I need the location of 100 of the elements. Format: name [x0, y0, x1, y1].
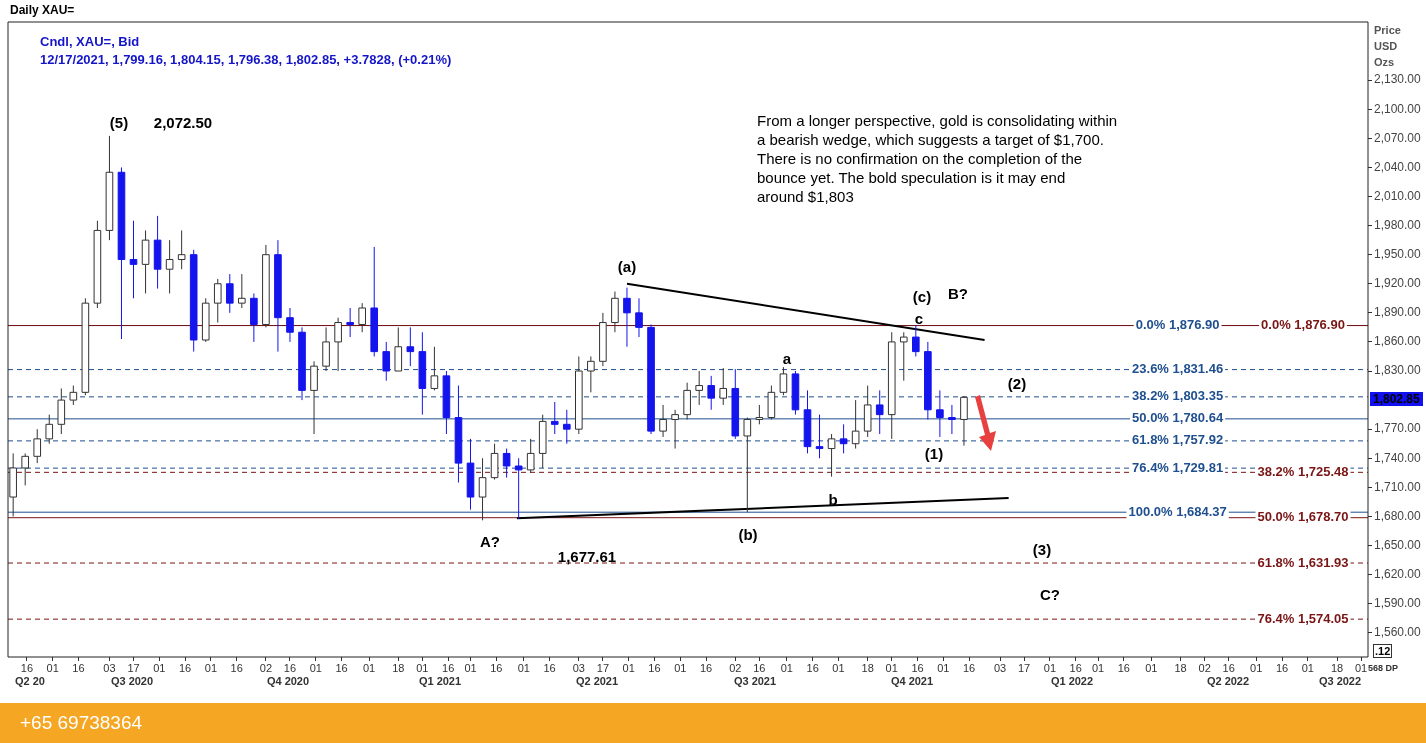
ref-line-label: 61.8% 1,631.93 [1257, 554, 1349, 570]
annotation: 1,677.61 [557, 547, 617, 565]
ref-line-label: 38.2% 1,725.48 [1257, 463, 1349, 479]
text: Q4 2020 [266, 675, 310, 687]
y-axis-title: Price USD Ozs [1374, 23, 1401, 70]
x-tick-label: 01 [309, 661, 322, 674]
x-tick-label: 01 [153, 661, 166, 674]
x-tick-label: 02 [729, 661, 742, 674]
ref-line-label: 76.4% 1,574.05 [1257, 610, 1349, 626]
annotation: (2) [1007, 374, 1027, 392]
ref-line-label: 0.0% 1,876.90 [1261, 317, 1345, 333]
annotation: c [914, 309, 924, 327]
x-tick-label: 16 [490, 661, 503, 674]
x-tick-label: 01 [832, 661, 845, 674]
x-tick-label: 16 [20, 661, 34, 674]
ref-line-label: 38.2% 1,803.35 [1132, 388, 1224, 404]
x-tick-label: 01 [464, 661, 477, 674]
text: Q3 2021 [733, 675, 777, 687]
x-tick-label: 17 [127, 661, 140, 674]
x-tick-label: 01 [204, 661, 218, 674]
x-tick-label: 03 [103, 661, 116, 674]
y-tick-label: 1,860.00 [1374, 334, 1422, 349]
y-tick-label: 1,740.00 [1374, 450, 1422, 465]
text: Q2 20 [15, 675, 45, 687]
text: Q2 2022 [1206, 675, 1250, 687]
text: 568 DP [1368, 663, 1399, 673]
x-tick-label: 18 [392, 661, 405, 674]
x-tick-label: 16 [1222, 661, 1235, 674]
annotation: (5) [109, 113, 129, 131]
text: Q3 2022 [1318, 675, 1362, 687]
x-tick-label: 16 [283, 661, 297, 674]
text: Q1 2022 [1050, 675, 1094, 687]
y-tick-label: 2,100.00 [1374, 101, 1422, 116]
x-tick-label: 01 [46, 661, 59, 674]
text: Q1 2021 [418, 675, 462, 687]
text: Q2 2021 [575, 675, 619, 687]
x-tick-label: 01 [1301, 661, 1314, 674]
x-tick-label: 16 [1275, 661, 1289, 674]
y-tick-label: 2,130.00 [1374, 72, 1422, 87]
annotation: A? [480, 532, 500, 550]
x-tick-label: 16 [178, 661, 192, 674]
x-tick-label: 18 [1330, 661, 1344, 674]
y-tick-label: 1,980.00 [1374, 217, 1422, 232]
y-tick-label: 2,010.00 [1374, 188, 1422, 203]
annotation: (a) [617, 257, 637, 275]
y-tick-label: 1,920.00 [1374, 276, 1422, 291]
x-tick-label: 16 [442, 661, 455, 674]
x-tick-label: 16 [1117, 661, 1130, 674]
x-tick-label: 03 [993, 661, 1007, 674]
x-tick-label: 01 [1145, 661, 1158, 674]
annotation: B? [948, 284, 968, 302]
x-tick-label: 17 [596, 661, 610, 674]
x-tick-label: 17 [1018, 661, 1031, 674]
x-tick-label: 18 [1174, 661, 1187, 674]
x-tick-label: 01 [674, 661, 687, 674]
ref-line-label: 61.8% 1,757.92 [1132, 432, 1224, 448]
y-tick-label: 1,650.00 [1374, 537, 1422, 552]
text: Q3 2020 [110, 675, 154, 687]
x-tick-label: 16 [543, 661, 556, 674]
y-tick-label: 2,070.00 [1374, 130, 1422, 145]
x-tick-label: 01 [622, 661, 635, 674]
ref-line-label: 50.0% 1,780.64 [1132, 410, 1224, 426]
x-tick-label: 16 [1069, 661, 1082, 674]
annotation: (3) [1032, 540, 1052, 558]
x-tick-label: 01 [885, 661, 898, 674]
chart-title: Daily XAU= [10, 3, 75, 17]
text: Q4 2021 [890, 675, 934, 687]
x-tick-label: 01 [416, 661, 429, 674]
x-tick-label: 02 [259, 661, 273, 674]
text: Cndl, XAU=, Bid 12/17/2021, 1,799.16, 1,804.15, 1,796.38, 1,802.85, +3.7828, (+0.21%) [40, 33, 452, 69]
x-tick-label: 03 [572, 661, 585, 674]
ref-line-label: 23.6% 1,831.46 [1132, 361, 1224, 377]
x-tick-label: 01 [1355, 661, 1368, 674]
y-tick-label: 1,830.00 [1374, 363, 1422, 378]
x-tick-label: 02 [1198, 661, 1211, 674]
x-tick-label: 16 [806, 661, 819, 674]
x-tick-label: 01 [1043, 661, 1057, 674]
x-tick-label: 18 [861, 661, 874, 674]
ref-line-label: 100.0% 1,684.37 [1128, 503, 1227, 519]
text: .12 [1373, 644, 1393, 658]
y-tick-label: 1,560.00 [1374, 625, 1422, 640]
x-tick-label: 01 [1250, 661, 1263, 674]
x-tick-label: 16 [753, 661, 766, 674]
x-tick-label: 16 [699, 661, 713, 674]
annotation: (c) [912, 287, 932, 305]
y-tick-label: 1,590.00 [1374, 595, 1422, 610]
y-tick-label: 1,890.00 [1374, 305, 1422, 320]
x-tick-label: 16 [230, 661, 243, 674]
y-tick-label: 1,620.00 [1374, 566, 1422, 581]
annotation: a [782, 349, 792, 367]
y-tick-label: 2,040.00 [1374, 159, 1422, 174]
annotation: (1) [924, 444, 944, 462]
annotation: C? [1040, 585, 1060, 603]
x-tick-label: 16 [962, 661, 976, 674]
annotation: b [828, 490, 838, 508]
x-tick-label: 01 [937, 661, 950, 674]
ref-line-label: 0.0% 1,876.90 [1135, 317, 1220, 333]
text: 1,802.85 [1370, 392, 1423, 406]
x-tick-label: 16 [911, 661, 924, 674]
x-tick-label: 16 [72, 661, 85, 674]
